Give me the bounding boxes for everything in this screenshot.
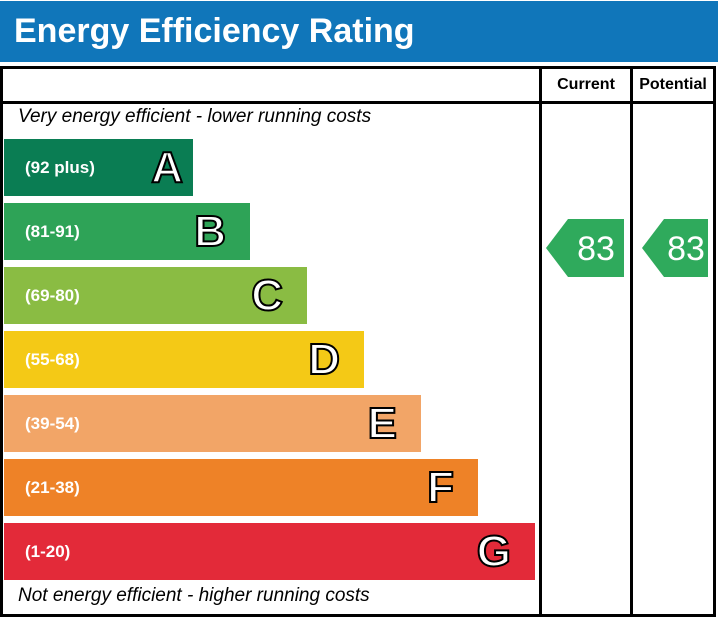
band-range-label: (81-91) — [25, 221, 80, 241]
current-rating-arrow: 83 — [546, 219, 624, 277]
band-row-d: (55-68) D — [4, 331, 364, 388]
potential-rating-value: 83 — [667, 230, 705, 268]
potential-rating-arrow: 83 — [642, 219, 708, 277]
band-range-label: (21-38) — [25, 477, 80, 497]
band-letter: D — [307, 334, 341, 384]
band-letter: G — [476, 526, 512, 576]
chart-title: Energy Efficiency Rating — [14, 12, 415, 50]
column-divider-potential — [630, 66, 633, 617]
potential-arrow-shape — [642, 219, 708, 277]
chart-header: Energy Efficiency Rating — [0, 1, 718, 62]
current-arrow-shape — [546, 219, 624, 277]
band-row-c: (69-80) C — [4, 267, 307, 324]
band-row-f: (21-38) F — [4, 459, 478, 516]
band-letter: F — [426, 462, 455, 512]
band-letter: C — [250, 270, 284, 320]
potential-column-header: Potential — [639, 76, 707, 93]
band-range-label: (1-20) — [25, 541, 71, 561]
header-row-divider — [0, 101, 716, 104]
band-row-b: (81-91) B — [4, 203, 250, 260]
band-letter: B — [193, 206, 227, 256]
band-row-e: (39-54) E — [4, 395, 421, 452]
current-column-header: Current — [557, 76, 615, 93]
band-range-label: (39-54) — [25, 413, 80, 433]
band-letter: E — [367, 398, 398, 448]
caption-very-efficient: Very energy efficient - lower running co… — [18, 106, 372, 127]
band-range-label: (55-68) — [25, 349, 80, 369]
band-row-g: (1-20) G — [4, 523, 535, 580]
band-row-a: (92 plus) A — [4, 139, 193, 196]
current-rating-value: 83 — [577, 230, 615, 268]
band-letter: A — [150, 142, 184, 192]
band-range-label: (92 plus) — [25, 157, 95, 177]
band-range-label: (69-80) — [25, 285, 80, 305]
caption-not-efficient: Not energy efficient - higher running co… — [18, 585, 370, 606]
column-divider-current — [539, 66, 542, 617]
